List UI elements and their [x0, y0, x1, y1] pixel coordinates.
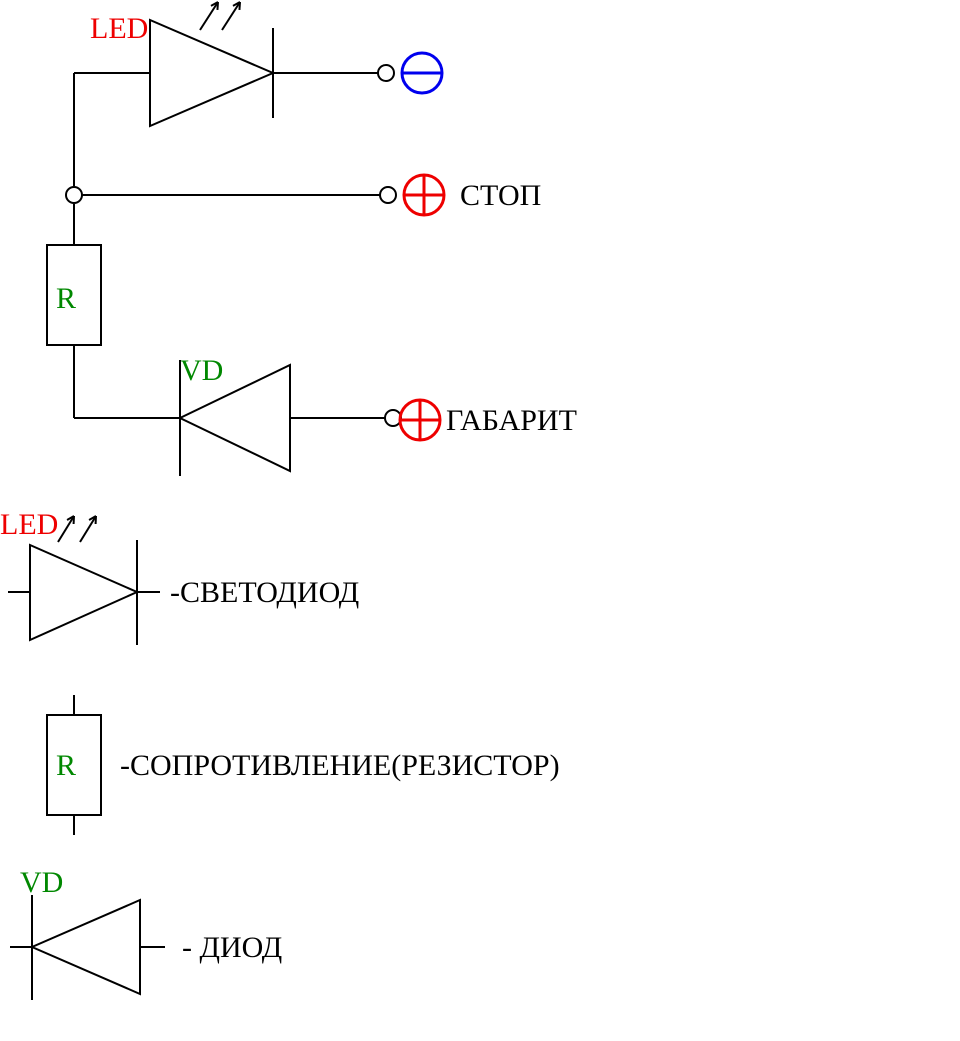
legend-led-arrow-1 — [58, 516, 74, 542]
stop-label: СТОП — [460, 179, 541, 212]
led-label: LED — [90, 12, 148, 45]
legend-led-text: -СВЕТОДИОД — [170, 576, 359, 609]
legend-diode-tag: VD — [20, 866, 63, 899]
terminal-stop — [380, 187, 396, 203]
legend-led-tag: LED — [0, 508, 58, 541]
vd-label: VD — [180, 354, 223, 387]
legend-resistor-text: -СОПРОТИВЛЕНИЕ(РЕЗИСТОР) — [120, 749, 560, 782]
gabarit-label: ГАБАРИТ — [446, 404, 577, 437]
led-emit-arrow-1 — [200, 2, 218, 30]
resistor-label: R — [56, 282, 76, 315]
legend-diode-symbol — [32, 900, 140, 994]
node-stop — [66, 187, 82, 203]
legend-led-arrow-2 — [80, 516, 96, 542]
terminal-minus — [378, 65, 394, 81]
legend-resistor-tag: R — [56, 749, 76, 782]
led-symbol — [150, 20, 273, 126]
legend-diode-text: - ДИОД — [182, 931, 282, 964]
legend-led-symbol — [30, 545, 137, 640]
led-emit-arrow-2 — [222, 2, 240, 30]
